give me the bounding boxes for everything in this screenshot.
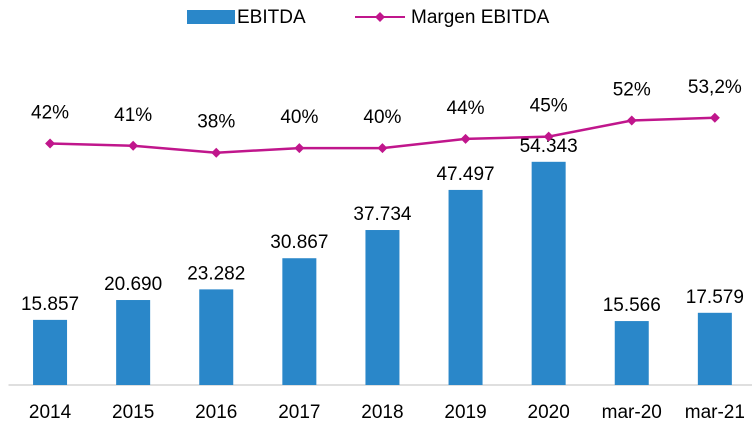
line-marker — [294, 143, 305, 154]
legend-marker — [375, 12, 385, 22]
bar — [365, 230, 400, 385]
data-label: 45% — [530, 96, 568, 117]
data-label: 37.734 — [353, 204, 412, 225]
bar — [282, 258, 317, 385]
data-label: 15.566 — [603, 295, 661, 316]
data-label: 52% — [613, 80, 651, 101]
data-label: 47.497 — [436, 164, 494, 185]
bar — [199, 289, 234, 385]
x-tick-label: 2018 — [361, 402, 403, 423]
line-marker — [45, 138, 56, 149]
data-label: 30.867 — [270, 232, 328, 253]
legend-swatch — [187, 10, 235, 24]
data-label: 41% — [114, 105, 152, 126]
legend-label: EBITDA — [237, 7, 306, 28]
x-tick-label: 2016 — [195, 402, 237, 423]
data-label: 54.343 — [520, 136, 578, 157]
x-tick-label: 2019 — [444, 402, 486, 423]
data-label: 15.857 — [21, 294, 79, 315]
data-label: 40% — [280, 107, 318, 128]
x-tick-label: 2020 — [528, 402, 570, 423]
line-marker — [128, 140, 139, 151]
x-tick-label: 2017 — [278, 402, 320, 423]
data-label: 17.579 — [686, 287, 744, 308]
legend-label: Margen EBITDA — [411, 7, 550, 28]
x-tick-label: mar-20 — [602, 402, 662, 423]
line-marker — [211, 147, 222, 158]
bar — [116, 300, 151, 385]
bar — [531, 161, 566, 385]
data-label: 23.282 — [187, 263, 245, 284]
line-marker — [460, 133, 471, 144]
line-marker — [626, 115, 637, 126]
line-marker — [709, 112, 720, 123]
x-tick-label: mar-21 — [685, 402, 745, 423]
bar — [697, 312, 732, 385]
data-label: 42% — [31, 103, 69, 124]
line-marker — [377, 143, 388, 154]
data-label: 40% — [363, 107, 401, 128]
line-marker — [543, 131, 554, 142]
bar — [614, 321, 649, 385]
bar — [33, 319, 68, 385]
data-label: 44% — [447, 98, 485, 119]
data-label: 38% — [197, 112, 235, 133]
x-tick-label: 2015 — [112, 402, 154, 423]
bar — [448, 189, 483, 385]
x-tick-label: 2014 — [29, 402, 72, 423]
data-label: 20.690 — [104, 274, 162, 295]
data-label: 53,2% — [688, 77, 742, 98]
